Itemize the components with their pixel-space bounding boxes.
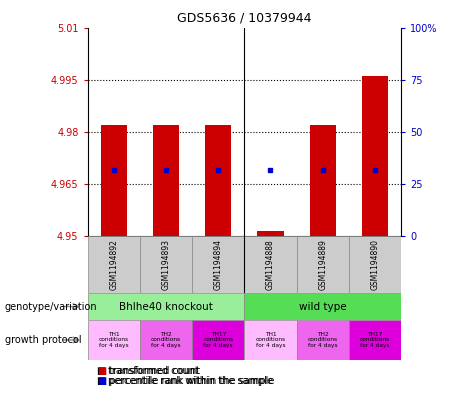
Text: GSM1194890: GSM1194890	[371, 239, 379, 290]
Bar	[349, 236, 401, 293]
Text: TH1
conditions
for 4 days: TH1 conditions for 4 days	[99, 332, 129, 348]
Text: GSM1194889: GSM1194889	[318, 239, 327, 290]
Bar	[192, 236, 244, 293]
Text: genotype/variation: genotype/variation	[5, 301, 97, 312]
Bar	[257, 231, 284, 236]
Text: Bhlhe40 knockout: Bhlhe40 knockout	[119, 301, 213, 312]
Text: transformed count: transformed count	[108, 366, 199, 376]
Bar	[153, 125, 179, 236]
Bar	[140, 320, 192, 360]
Bar	[88, 236, 140, 293]
Text: GSM1194894: GSM1194894	[214, 239, 223, 290]
Bar	[88, 320, 140, 360]
Text: TH2
conditions
for 4 days: TH2 conditions for 4 days	[307, 332, 338, 348]
Text: TH1
conditions
for 4 days: TH1 conditions for 4 days	[255, 332, 285, 348]
Bar	[296, 320, 349, 360]
Bar	[205, 125, 231, 236]
Text: TH17
conditions
for 4 days: TH17 conditions for 4 days	[203, 332, 233, 348]
Text: GSM1194892: GSM1194892	[109, 239, 118, 290]
Text: TH17
conditions
for 4 days: TH17 conditions for 4 days	[360, 332, 390, 348]
Text: TH2
conditions
for 4 days: TH2 conditions for 4 days	[151, 332, 181, 348]
Bar	[362, 76, 388, 236]
Bar	[140, 236, 192, 293]
Bar	[88, 293, 244, 320]
Bar	[349, 320, 401, 360]
Bar	[310, 125, 336, 236]
Bar	[244, 320, 296, 360]
Text: ■ transformed count: ■ transformed count	[97, 366, 200, 376]
Text: ■: ■	[97, 376, 106, 386]
Bar	[244, 293, 401, 320]
Text: percentile rank within the sample: percentile rank within the sample	[108, 376, 273, 386]
Bar	[296, 236, 349, 293]
Text: ■ percentile rank within the sample: ■ percentile rank within the sample	[97, 376, 274, 386]
Text: ■: ■	[97, 366, 106, 376]
Bar	[192, 320, 244, 360]
Text: GSM1194888: GSM1194888	[266, 239, 275, 290]
Bar	[100, 125, 127, 236]
Bar	[244, 236, 296, 293]
Text: growth protocol: growth protocol	[5, 335, 81, 345]
Text: wild type: wild type	[299, 301, 347, 312]
Title: GDS5636 / 10379944: GDS5636 / 10379944	[177, 12, 312, 25]
Text: GSM1194893: GSM1194893	[161, 239, 171, 290]
